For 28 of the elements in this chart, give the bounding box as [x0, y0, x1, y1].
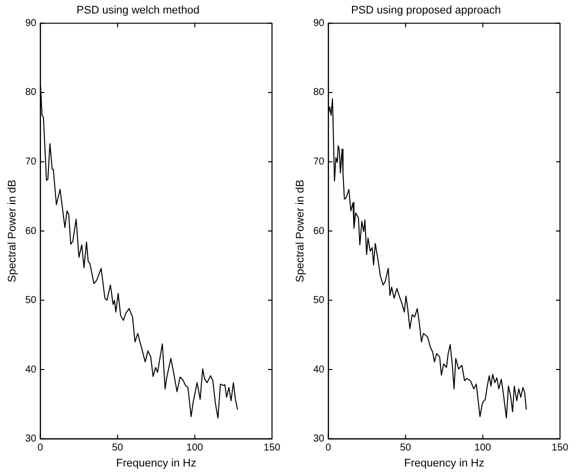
y-tick-label: 60 — [25, 226, 37, 237]
y-tick-label: 30 — [25, 434, 37, 445]
y-tick-label: 90 — [313, 18, 325, 29]
y-tick-label: 60 — [313, 226, 325, 237]
y-tick-label: 50 — [313, 295, 325, 306]
y-tick-label: 70 — [25, 156, 37, 168]
y-tick-label: 50 — [25, 295, 37, 306]
x-tick-label: 50 — [400, 442, 412, 454]
y-tick-label: 70 — [313, 156, 325, 168]
x-tick-label: 150 — [552, 442, 569, 454]
y-axis-title: Spectral Power in dB — [6, 180, 19, 282]
x-axis-title: Frequency in Hz — [116, 457, 196, 470]
chart-title: PSD using welch method — [76, 4, 200, 17]
x-tick-label: 0 — [38, 442, 44, 454]
y-tick-label: 80 — [25, 87, 37, 98]
x-tick-label: 0 — [326, 442, 332, 454]
y-axis-title: Spectral Power in dB — [294, 180, 307, 282]
y-tick-label: 30 — [313, 434, 325, 445]
y-tick-label: 40 — [313, 364, 325, 376]
y-tick-label: 90 — [25, 18, 37, 29]
y-tick-label: 40 — [25, 364, 37, 376]
chart-title: PSD using proposed approach — [351, 4, 501, 17]
x-tick-label: 100 — [186, 442, 204, 454]
x-tick-label: 150 — [264, 442, 281, 454]
x-tick-label: 100 — [474, 442, 492, 454]
y-tick-label: 80 — [313, 87, 325, 98]
x-axis-title: Frequency in Hz — [404, 457, 484, 470]
x-tick-label: 50 — [112, 442, 124, 454]
